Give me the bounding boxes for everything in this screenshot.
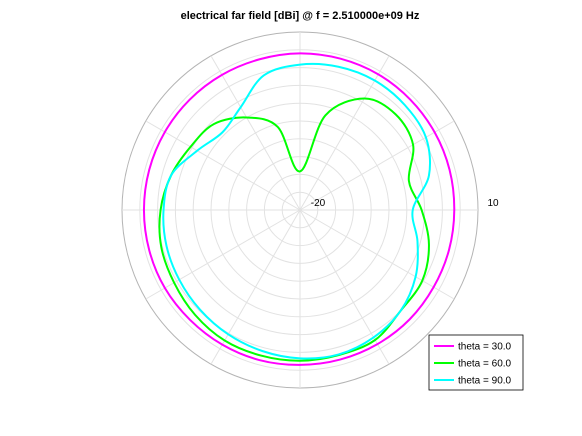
grid-spoke [210,209,301,365]
grid-spoke [299,55,390,211]
legend: theta = 30.0 theta = 60.0 theta = 90.0 [428,334,524,391]
grid-spoke [299,120,455,211]
series-group [142,52,456,366]
series-line-1 [142,52,456,366]
grid-spoke [145,120,301,211]
grid-spoke [145,209,301,300]
grid-spoke [299,209,455,300]
r-tick-label-max: 10 [487,198,499,209]
legend-label-2: theta = 60.0 [458,359,512,370]
grid-spoke [299,209,390,365]
r-tick-label-min: -20 [311,198,326,209]
chart-title: electrical far field [dBi] @ f = 2.51000… [181,10,420,22]
legend-label-1: theta = 30.0 [458,342,512,353]
legend-label-3: theta = 90.0 [458,376,512,387]
polar-grid [121,31,479,389]
series-line-2 [158,97,430,362]
series-line-3 [162,62,432,360]
grid-spoke [210,55,301,211]
